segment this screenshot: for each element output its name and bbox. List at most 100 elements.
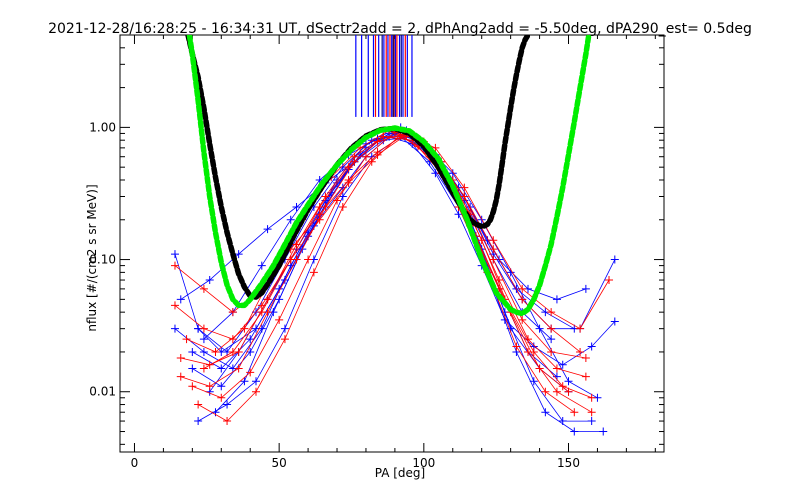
data-point-red	[350, 152, 359, 161]
x-tick-label: 100	[412, 456, 435, 470]
data-point-red	[246, 368, 255, 377]
data-point-blue	[454, 210, 463, 219]
data-point-red	[489, 245, 498, 254]
data-point-red	[518, 295, 527, 304]
data-point-blue	[541, 408, 550, 417]
data-point-red	[373, 150, 382, 159]
data-point-blue	[587, 342, 596, 351]
data-point-blue	[252, 377, 260, 386]
data-point-red	[286, 255, 295, 264]
data-point-red	[228, 335, 237, 344]
chart-title: 2021-12-28/16:28:25 - 16:34:31 UT, dSect…	[48, 21, 752, 37]
data-point-red	[552, 364, 561, 373]
series-line-blue	[215, 132, 592, 422]
data-point-red	[315, 202, 324, 211]
data-point-blue	[263, 225, 272, 234]
data-point-blue	[564, 377, 573, 386]
x-tick-label: 50	[272, 456, 287, 470]
data-point-red	[234, 364, 243, 373]
data-point-blue	[246, 335, 255, 344]
data-point-red	[379, 132, 388, 141]
data-point-red	[518, 315, 527, 324]
data-point-red	[182, 335, 191, 344]
data-point-red	[373, 137, 382, 146]
data-point-red	[489, 236, 498, 245]
data-point-red	[199, 284, 208, 293]
data-point-red	[211, 347, 220, 356]
data-point-red	[188, 382, 197, 391]
data-point-blue	[570, 427, 579, 436]
data-point-red	[460, 192, 469, 201]
data-point-red	[587, 408, 596, 417]
data-point-blue	[234, 250, 243, 259]
data-point-red	[176, 372, 185, 381]
series-line-red	[186, 129, 592, 399]
data-point-blue	[257, 261, 266, 270]
data-point-blue	[599, 427, 608, 436]
series-line-red	[197, 134, 575, 422]
data-point-red	[361, 152, 370, 161]
data-point-red	[315, 215, 324, 224]
data-point-red	[524, 335, 532, 344]
data-point-red	[489, 255, 498, 264]
data-point-blue	[194, 417, 203, 426]
data-point-red	[581, 353, 590, 362]
data-point-red	[217, 393, 226, 402]
data-point-red	[194, 400, 203, 409]
data-point-red	[309, 268, 318, 277]
data-point-blue	[188, 347, 197, 356]
data-point-blue	[558, 417, 567, 426]
data-point-red	[576, 347, 585, 356]
data-point-red	[460, 183, 469, 192]
data-point-red	[199, 324, 208, 333]
data-point-blue	[338, 192, 347, 201]
data-point-red	[587, 393, 596, 402]
data-point-blue	[547, 335, 556, 344]
data-point-red	[338, 202, 347, 211]
data-point-blue	[292, 202, 301, 211]
data-point-red	[257, 308, 266, 317]
data-point-red	[367, 157, 376, 166]
data-point-red	[552, 387, 561, 396]
y-tick-label: 0.10	[89, 253, 116, 267]
series-line-red	[174, 134, 610, 340]
data-point-blue	[199, 347, 208, 356]
data-point-red	[512, 342, 521, 351]
data-point-blue	[286, 215, 295, 224]
data-point-red	[431, 143, 440, 152]
series-line-red	[203, 132, 586, 369]
data-point-blue	[240, 377, 249, 386]
data-point-red	[223, 417, 232, 426]
data-point-red	[170, 261, 179, 270]
data-point-red	[170, 301, 179, 310]
data-point-red	[518, 284, 527, 293]
data-point-red	[333, 196, 342, 205]
series-line-red	[174, 132, 581, 353]
data-point-blue	[610, 255, 619, 264]
series-line-blue	[192, 132, 569, 393]
x-tick-label: 150	[557, 456, 580, 470]
data-point-blue	[217, 382, 226, 391]
data-point-red	[344, 163, 353, 172]
data-point-blue	[361, 139, 370, 148]
data-point-blue	[223, 400, 232, 409]
data-point-red	[205, 382, 214, 391]
x-axis-label: PA [deg]	[375, 466, 425, 480]
y-tick-label: 1.00	[89, 120, 116, 134]
data-point-red	[304, 255, 313, 264]
data-point-red	[564, 387, 573, 396]
data-point-red	[576, 324, 585, 333]
data-point-red	[228, 347, 237, 356]
series-line-red	[192, 131, 569, 399]
y-axis-label: nflux [#/(cm2 s sr MeV)]	[85, 184, 99, 331]
data-point-red	[605, 276, 614, 285]
data-point-blue	[217, 364, 226, 373]
series-line-blue	[192, 131, 598, 399]
data-point-red	[547, 308, 556, 317]
x-tick-label: 0	[131, 456, 139, 470]
data-point-blue	[558, 360, 567, 369]
data-point-blue	[529, 377, 538, 386]
data-point-blue	[280, 324, 289, 333]
data-point-blue	[188, 364, 197, 373]
